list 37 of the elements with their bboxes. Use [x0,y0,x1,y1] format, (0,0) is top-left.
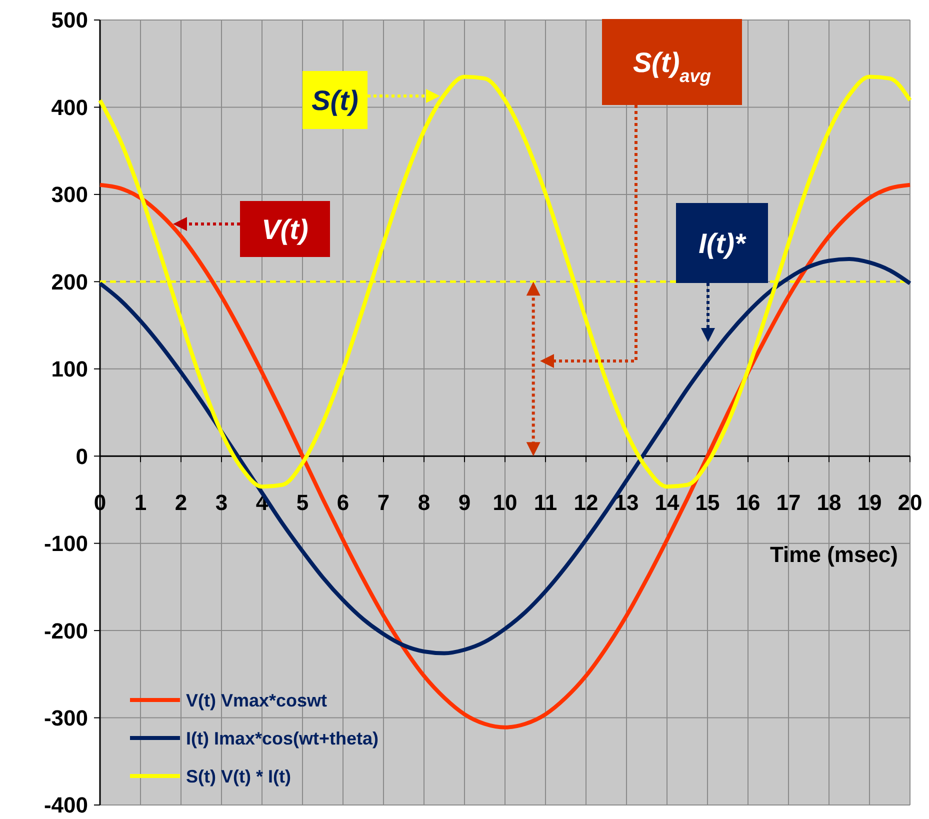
x-tick-label: 9 [458,490,471,516]
x-tick-label: 12 [574,490,598,516]
x-tick-label: 5 [296,490,309,516]
x-tick-label: 1 [134,490,147,516]
x-tick-label: 7 [377,490,390,516]
x-tick-label: 11 [534,490,558,516]
y-tick-label: 400 [51,94,88,120]
x-axis-title: Time (msec) [770,542,898,568]
y-tick-label: 300 [51,182,88,208]
x-tick-label: 17 [776,490,801,516]
y-tick-label: 0 [76,444,88,469]
legend-label: S(t) V(t) * I(t) [186,766,291,786]
x-tick-label: 6 [336,490,350,516]
y-tick-label: -200 [44,618,88,644]
y-tick-label: -100 [44,531,88,556]
x-tick-label: 19 [857,490,882,516]
y-tick-label: -400 [44,792,88,818]
annotation: I(t)* [698,228,746,259]
y-tick-label: 200 [51,269,88,294]
x-tick-label: 10 [492,490,518,516]
x-tick-label: 15 [695,490,720,516]
legend-label: V(t) Vmax*coswt [186,690,328,710]
x-tick-label: 8 [418,490,430,516]
y-tick-label: 100 [51,356,88,382]
x-tick-label: 16 [736,490,760,516]
x-tick-label: 13 [614,490,639,516]
legend-label: I(t) Imax*cos(wt+theta) [186,728,379,748]
annotation: S(t)$_{avg}$ [633,46,711,86]
annotation: S(t) [312,84,358,116]
x-tick-label: 2 [174,490,188,516]
y-tick-label: 500 [51,8,88,33]
x-tick-label: 14 [654,490,680,516]
x-tick-label: 18 [816,490,842,516]
x-tick-label: 20 [898,490,922,516]
annotation: V(t) [262,214,308,245]
x-tick-label: 3 [215,490,228,516]
y-tick-label: -300 [44,705,88,730]
